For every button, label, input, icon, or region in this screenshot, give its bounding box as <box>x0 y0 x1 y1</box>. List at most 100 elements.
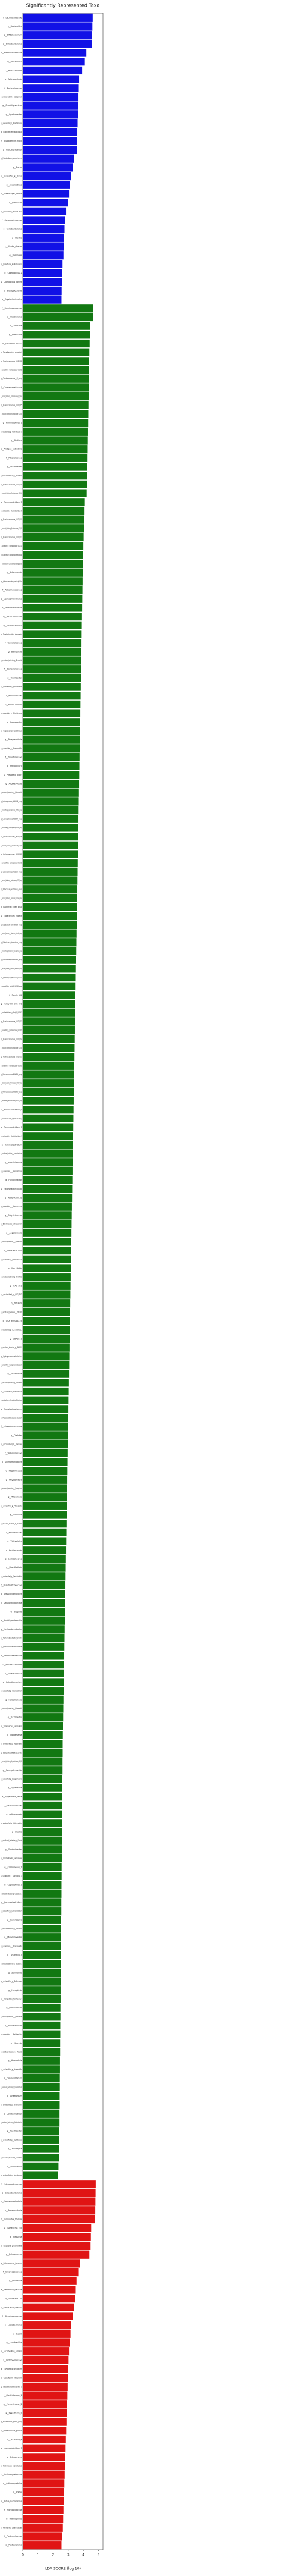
bar <box>23 1140 73 1149</box>
bar <box>23 392 89 401</box>
y-tick-label: s__unclassified_g__Ruminiclostridium_9 <box>1 1135 22 1137</box>
y-tick-label: o__Actinomycetales <box>3 2482 22 2485</box>
bar <box>23 1044 75 1052</box>
bar <box>23 31 92 40</box>
bar <box>23 1722 63 1730</box>
y-tick-label: s__uncultured_bacterium_g__Alloprevotell… <box>1 791 22 794</box>
bar <box>23 920 77 929</box>
bar <box>23 2338 70 2347</box>
y-tick-label: s__uncultured_bacterium_g__Megasphaera <box>1 1487 22 1490</box>
bar <box>23 524 84 533</box>
y-tick-label: g__Howardella <box>8 2059 22 2062</box>
bar <box>23 454 88 462</box>
y-tick-label: g__Odoribacter <box>7 677 22 679</box>
y-tick-label: s__Eggerthella_lenta <box>2 1796 22 1798</box>
bar <box>23 824 78 832</box>
bar <box>23 1766 63 1775</box>
bar <box>23 49 87 57</box>
y-tick-label: g__Eubacterium_eligens_group <box>1 906 22 908</box>
y-tick-label: s__unclassified_g__Agathobacter <box>1 122 22 125</box>
y-tick-label: g__Lachnospiraceae_UCG_010 <box>1 853 22 855</box>
bar <box>23 683 81 691</box>
bar <box>23 242 64 251</box>
y-tick-label: f__Eggerthellaceae <box>4 1804 22 1806</box>
bar <box>23 559 83 568</box>
y-tick-label: s__Roseburia_inulinivorans <box>1 263 22 265</box>
y-tick-label: g__Slackia <box>12 1831 22 1833</box>
y-tick-label: s__Hungatella_hathewayi <box>1 1998 22 2000</box>
bar <box>23 1511 67 1519</box>
bar <box>23 145 77 154</box>
bar <box>23 1061 74 1070</box>
bar <box>23 84 79 92</box>
bar <box>23 1916 61 1924</box>
bar <box>23 1211 72 1220</box>
y-tick-label: s__uncultured_bacterium_g__UBA1819 <box>1 1346 22 1349</box>
bar <box>23 1669 64 1677</box>
bar <box>23 2171 58 2179</box>
y-tick-label: f__Rikenellaceae <box>6 457 22 459</box>
bar <box>23 1088 74 1096</box>
y-tick-label: g__Butyricicoccus <box>5 1214 22 1217</box>
y-tick-label: f__Bifidobacteriaceae <box>1 52 22 54</box>
y-tick-label: c__Actinobacteria <box>5 69 22 71</box>
y-tick-label: g__Lachnospira <box>7 1919 22 1921</box>
y-tick-label: g__Ruminococcaceae_UCG_009 <box>1 1056 22 1058</box>
bar <box>23 1898 62 1907</box>
bar <box>23 2277 77 2285</box>
bar <box>23 207 67 215</box>
bar <box>23 665 81 674</box>
bar <box>23 2259 80 2268</box>
bar <box>23 2224 92 2232</box>
bar <box>23 1396 69 1404</box>
bar <box>23 1625 65 1634</box>
bar <box>23 2056 60 2065</box>
bar <box>23 1422 68 1431</box>
bar <box>23 199 68 207</box>
y-tick-label: g__Eubacterium_ventriosum_group <box>1 888 22 891</box>
bar <box>23 726 80 735</box>
y-tick-label: s__unclassified_g__GCA_900066225 <box>1 1329 22 1331</box>
y-tick-label: s__unclassified_g__Adlercreutzia <box>1 1822 22 1824</box>
y-tick-label: g__Klebsiella <box>10 2236 22 2238</box>
y-tick-label: o__Desulfovibrionales <box>1 1593 22 1595</box>
y-tick-label: s__uncultured_bacterium_g__Lachnospira <box>1 1928 22 1930</box>
bar <box>23 2321 71 2329</box>
y-tick-label: s__Ruminococcus_gnavus <box>1 2430 22 2432</box>
y-tick-label: s__uncultured_bacterium_g__Ruminiclostri… <box>1 1117 22 1119</box>
y-tick-label: s__unclassified_g__Marvinbryantia <box>1 1945 22 1947</box>
y-tick-label: g__Anaerotruncus <box>5 1197 22 1199</box>
bar <box>23 2250 90 2259</box>
bar <box>23 1652 65 1660</box>
y-tick-label: s__unclassified_g__Lachnospiraceae_ND300… <box>1 827 22 829</box>
bar <box>23 2074 60 2083</box>
bar <box>23 2523 63 2532</box>
y-tick-label: s__unclassified_g__Ruminococcaceae_UCG_0… <box>1 1029 22 1032</box>
bar <box>23 639 82 647</box>
y-tick-label: s__uncultured_bacterium_g__Erysipelotric… <box>1 1760 22 1763</box>
y-tick-label: s__uncultured_bacterium_g__Ruminococcace… <box>1 492 22 494</box>
y-tick-label: s__unclassified_g__Hydrogenoanaerobacter… <box>1 1364 22 1366</box>
bar <box>23 101 78 110</box>
bar <box>23 2109 60 2118</box>
bar <box>23 2461 65 2470</box>
bar <box>23 172 71 181</box>
bar <box>23 75 80 83</box>
bar <box>23 2382 68 2391</box>
y-tick-label: s__unclassified_g__Catenibacterium <box>1 1690 22 1692</box>
y-tick-label: g__Erysipelotrichaceae_UCG_003 <box>1 1751 22 1754</box>
bar <box>23 1863 62 1871</box>
bar <box>23 119 78 128</box>
bar <box>23 1581 66 1590</box>
bar <box>23 2180 96 2188</box>
y-tick-label: g__Hydrogenoanaerobacterium <box>1 1355 22 1358</box>
bar <box>23 867 78 876</box>
y-tick-label: f__Acidaminococcaceae <box>1 1425 22 1428</box>
bar <box>23 2241 91 2250</box>
bar <box>23 1229 72 1237</box>
chart-title: Significantly Represented Taxa <box>26 3 100 8</box>
y-tick-label: g__Eubacterium_ruminantium_group <box>1 923 22 926</box>
y-tick-label: c__Gammaproteobacteria <box>1 2200 22 2203</box>
bar <box>23 1819 62 1827</box>
